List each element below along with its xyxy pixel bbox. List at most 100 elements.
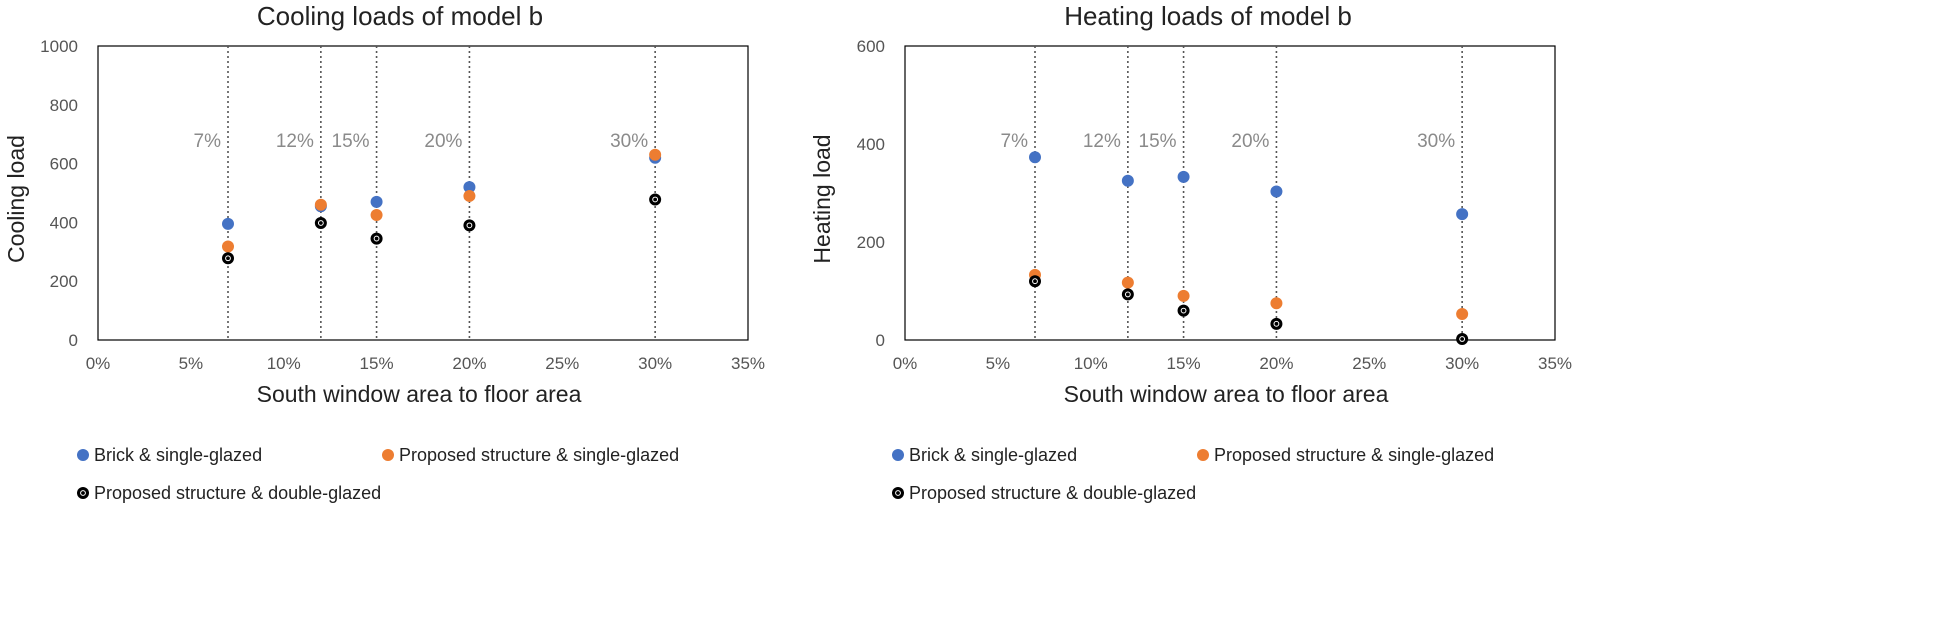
legend: Brick & single-glazed Proposed structure … [892,445,1494,503]
legend-label: Brick & single-glazed [94,445,262,465]
data-point-proposed-double [370,232,383,245]
reference-label: 12% [276,131,314,152]
x-tick-label: 0% [893,354,918,373]
y-tick-label: 400 [50,213,78,232]
chart-cooling: Cooling loads of model b 0 200 400 600 800 100… [3,1,765,503]
data-point-proposed-double [1270,317,1283,330]
reference-label: 7% [194,131,222,152]
chart-title: Heating loads of model b [1064,1,1352,31]
y-tick-label: 400 [857,135,885,154]
data-point-highlight [652,196,659,203]
data-point-highlight [225,255,231,262]
x-tick-label: 35% [731,354,765,373]
data-point-proposed-single [1270,297,1283,310]
data-point-proposed-double [463,219,476,232]
data-point-proposed-single [1456,308,1469,321]
legend-label: Proposed structure & double-glazed [909,483,1196,503]
data-point-proposed-single [222,240,234,253]
data-point-brick-single [1121,174,1134,187]
data-point-proposed-single [649,148,662,161]
x-axis-title: South window area to floor area [1064,381,1389,407]
data-point-proposed-double [222,252,234,265]
data-point-brick-single [222,217,234,230]
legend-marker [77,487,89,499]
x-tick-label: 25% [545,354,579,373]
data-point-highlight [1180,307,1187,314]
reference-label: 30% [610,131,648,152]
data-point-proposed-single [314,198,327,211]
x-tick-label: 10% [267,354,301,373]
data-point-proposed-single [1121,276,1134,289]
data-point-highlight [1459,336,1466,342]
x-tick-label: 20% [1259,354,1293,373]
legend-marker [382,449,394,461]
data-point-brick-single [1456,208,1469,221]
reference-label: 30% [1417,131,1455,152]
reference-label: 20% [424,131,462,152]
data-point-brick-single [1029,151,1041,164]
x-tick-label: 35% [1538,354,1572,373]
y-tick-label: 600 [50,155,78,174]
legend-label: Brick & single-glazed [909,445,1077,465]
reference-label: 15% [332,131,370,152]
data-point-highlight [373,235,380,242]
data-point-highlight [466,222,473,229]
y-tick-label: 200 [857,233,885,252]
data-point-proposed-double [314,216,327,229]
reference-label: 15% [1139,131,1177,152]
x-tick-label: 25% [1352,354,1386,373]
x-tick-label: 5% [986,354,1011,373]
y-tick-label: 0 [876,331,885,350]
y-axis-title: Heating load [809,134,835,263]
plot-area [904,45,1556,341]
data-point-highlight [1273,320,1280,327]
data-point-proposed-single [1177,289,1190,302]
legend-marker-highlight [895,490,901,496]
chart-title: Cooling loads of model b [257,1,543,31]
x-tick-label: 15% [1167,354,1201,373]
legend-marker [892,449,904,461]
x-tick-label: 0% [86,354,111,373]
y-tick-label: 0 [69,331,78,350]
data-point-proposed-single [370,209,383,222]
reference-label: 12% [1083,131,1121,152]
data-point-proposed-single [463,189,476,202]
x-tick-label: 30% [638,354,672,373]
legend-marker-highlight [80,490,86,496]
x-axis-title: South window area to floor area [257,381,582,407]
x-tick-label: 15% [360,354,394,373]
y-tick-label: 200 [50,272,78,291]
data-point-highlight [1032,278,1038,285]
data-point-brick-single [1270,185,1283,198]
x-tick-label: 30% [1445,354,1479,373]
data-point-proposed-double [1177,304,1190,317]
legend-label: Proposed structure & single-glazed [399,445,679,465]
data-point-brick-single [1177,170,1190,183]
chart-heating: Heating loads of model b 0 200 400 600 0% 5% 10… [809,1,1572,503]
reference-label: 7% [1001,131,1029,152]
legend-marker [77,449,89,461]
data-point-brick-single [370,195,383,208]
data-point-highlight [1124,291,1131,298]
legend-label: Proposed structure & single-glazed [1214,445,1494,465]
legend-label: Proposed structure & double-glazed [94,483,381,503]
legend: Brick & single-glazed Proposed structure … [77,445,679,503]
x-tick-label: 10% [1074,354,1108,373]
y-tick-label: 800 [50,96,78,115]
y-tick-label: 600 [857,37,885,56]
plot-area [97,45,749,341]
data-point-proposed-double [1121,288,1134,301]
data-point-brick-single [463,181,476,194]
data-point-proposed-double [1029,275,1041,288]
reference-label: 20% [1231,131,1269,152]
data-point-proposed-double [649,193,662,206]
x-tick-label: 5% [179,354,204,373]
legend-marker [1197,449,1209,461]
legend-marker [892,487,904,499]
data-point-highlight [317,220,324,226]
y-tick-label: 1000 [40,37,78,56]
x-tick-label: 20% [452,354,486,373]
data-point-proposed-double [1456,333,1469,346]
